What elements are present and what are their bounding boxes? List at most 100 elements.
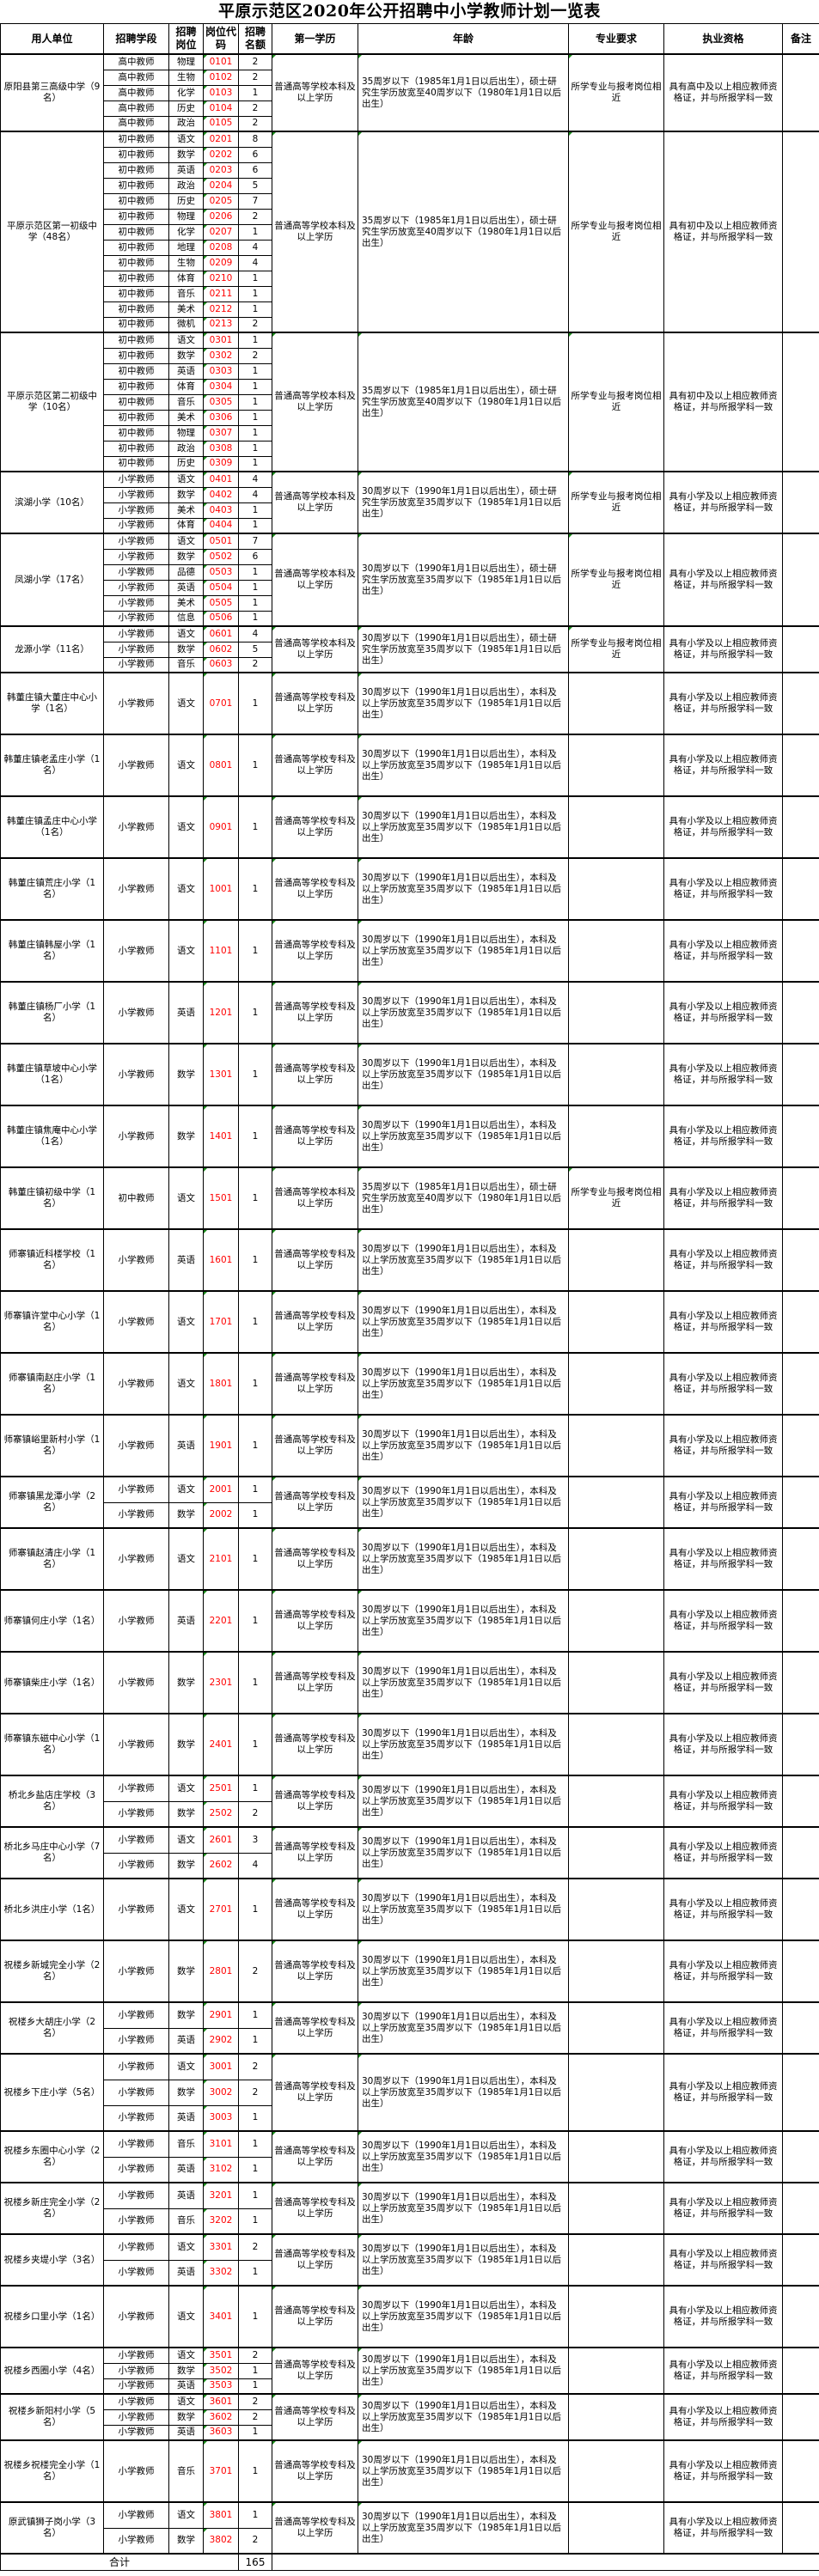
age-cell: 30周岁以下（1990年1月1日以后出生），本科及以上学历放宽至35周岁以下（1…	[358, 1414, 569, 1477]
code-cell: 3302	[203, 2259, 239, 2287]
subject-cell: 音乐	[168, 2208, 204, 2235]
code-cell: 0203	[203, 161, 239, 179]
remarks-cell	[782, 1228, 819, 1292]
stage-cell: 高中教师	[103, 115, 169, 132]
quota-cell: 4	[238, 625, 272, 642]
stage-cell: 初中教师	[103, 131, 169, 148]
quota-cell: 1	[238, 594, 272, 612]
remarks-cell	[782, 332, 819, 472]
unit-cell: 韩董庄镇老孟庄小学（1名）	[0, 734, 104, 797]
major-cell	[568, 2182, 664, 2235]
code-cell: 3102	[203, 2156, 239, 2183]
table-row: 祝楼乡新阳村小学（5名） 小学教师 语文 3601 2 普通高等学校专科及以上学历 30周岁…	[0, 2393, 819, 2441]
qualification-cell: 具有小学及以上相应教师资格证，并与所报学科一致	[663, 2501, 783, 2555]
stage-cell: 初中教师	[103, 208, 169, 225]
table-row: 祝楼乡口里小学（1名） 小学教师 语文 3401 1 普通高等学校专科及以上学历 30周岁以…	[0, 2285, 819, 2348]
stage-cell: 小学教师	[103, 2285, 169, 2348]
code-cell: 0308	[203, 440, 239, 457]
code-cell: 1601	[203, 1228, 239, 1292]
subject-cell: 英语	[168, 981, 204, 1044]
education-cell: 普通高等学校专科及以上学历	[272, 2393, 358, 2441]
subject-cell: 数学	[168, 1651, 204, 1714]
code-cell: 2101	[203, 1527, 239, 1591]
stage-cell: 高中教师	[103, 69, 169, 86]
quota-cell: 3	[238, 1826, 272, 1854]
quota-cell: 1	[238, 270, 272, 287]
table-row: 祝楼乡西圈小学（4名） 小学教师 语文 3501 2 普通高等学校专科及以上学历 30周岁以…	[0, 2347, 819, 2395]
stage-cell: 小学教师	[103, 610, 169, 627]
major-cell	[568, 1476, 664, 1529]
remarks-cell	[782, 1826, 819, 1879]
education-cell: 普通高等学校专科及以上学历	[272, 1228, 358, 1292]
quota-cell: 1	[238, 1166, 272, 1230]
age-cell: 30周岁以下（1990年1月1日以后出生），本科及以上学历放宽至35周岁以下（1…	[358, 1105, 569, 1168]
recruitment-table: 用人单位 招聘学段 招聘岗位 岗位代码 招聘名额 第一学历 年龄 专业要求 执业…	[0, 23, 819, 2571]
qualification-cell: 具有小学及以上相应教师资格证，并与所报学科一致	[663, 1589, 783, 1653]
quota-cell: 1	[238, 393, 272, 411]
stage-cell: 小学教师	[103, 1775, 169, 1802]
remarks-cell	[782, 1043, 819, 1106]
code-cell: 0801	[203, 734, 239, 797]
remarks-cell	[782, 2501, 819, 2555]
qualification-cell: 具有小学及以上相应教师资格证，并与所报学科一致	[663, 672, 783, 735]
stage-cell: 小学教师	[103, 641, 169, 658]
subject-cell: 语文	[168, 2347, 204, 2364]
code-cell: 2501	[203, 1775, 239, 1802]
stage-cell: 小学教师	[103, 486, 169, 503]
education-cell: 普通高等学校专科及以上学历	[272, 1878, 358, 1941]
subject-cell: 数学	[168, 2362, 204, 2379]
unit-cell: 师寨镇东磁中心小学（1名）	[0, 1713, 104, 1776]
subject-cell: 音乐	[168, 2439, 204, 2503]
remarks-cell	[782, 1414, 819, 1477]
subject-cell: 语文	[168, 625, 204, 642]
subject-cell: 语文	[168, 2501, 204, 2529]
stage-cell: 小学教师	[103, 2259, 169, 2287]
table-row: 韩董庄镇孟庄中心小学（1名） 小学教师 语文 0901 1 普通高等学校专科及以上学历 30…	[0, 795, 819, 859]
table-row: 滨湖小学（10名） 小学教师 语文 0401 4 普通高等学校本科及以上学历 30周岁以下（…	[0, 471, 819, 534]
subject-cell: 英语	[168, 1589, 204, 1653]
code-cell: 1901	[203, 1414, 239, 1477]
quota-cell: 4	[238, 254, 272, 271]
code-cell: 0309	[203, 455, 239, 472]
quota-cell: 2	[238, 1940, 272, 2003]
code-cell: 0201	[203, 131, 239, 148]
remarks-cell	[782, 2001, 819, 2055]
stage-cell: 小学教师	[103, 1878, 169, 1941]
education-cell: 普通高等学校专科及以上学历	[272, 1352, 358, 1416]
quota-cell: 1	[238, 2182, 272, 2209]
unit-cell: 桥北乡盐店庄学校（3名）	[0, 1775, 104, 1828]
qualification-cell: 具有小学及以上相应教师资格证，并与所报学科一致	[663, 2130, 783, 2183]
stage-cell: 小学教师	[103, 2393, 169, 2410]
code-cell: 2201	[203, 1589, 239, 1653]
code-cell: 0204	[203, 177, 239, 194]
stage-cell: 初中教师	[103, 440, 169, 457]
remarks-cell	[782, 471, 819, 534]
total-empty	[272, 2553, 819, 2571]
table-row: 韩董庄镇荒庄小学（1名） 小学教师 语文 1001 1 普通高等学校专科及以上学历 30周岁…	[0, 857, 819, 921]
quota-cell: 8	[238, 131, 272, 148]
remarks-cell	[782, 1775, 819, 1828]
qualification-cell: 具有小学及以上相应教师资格证，并与所报学科一致	[663, 471, 783, 534]
table-row: 初中教师 美术 0306 1	[1, 409, 819, 426]
qualification-cell: 具有小学及以上相应教师资格证，并与所报学科一致	[663, 1775, 783, 1828]
quota-cell: 2	[238, 115, 272, 132]
code-cell: 2801	[203, 1940, 239, 2003]
table-row: 初中教师 数学 0302 2	[1, 347, 819, 364]
subject-cell: 英语	[168, 161, 204, 179]
age-cell: 30周岁以下（1990年1月1日以后出生），本科及以上学历放宽至35周岁以下（1…	[358, 1940, 569, 2003]
table-row: 韩董庄镇初级中学（1名） 初中教师 语文 1501 1 普通高等学校本科及以上学历 35周岁…	[0, 1166, 819, 1230]
header-row: 用人单位 招聘学段 招聘岗位 岗位代码 招聘名额 第一学历 年龄 专业要求 执业…	[0, 23, 819, 55]
subject-cell: 英语	[168, 2182, 204, 2209]
education-cell: 普通高等学校专科及以上学历	[272, 1775, 358, 1828]
code-cell: 3202	[203, 2208, 239, 2235]
qualification-cell: 具有小学及以上相应教师资格证，并与所报学科一致	[663, 795, 783, 859]
stage-cell: 小学教师	[103, 2424, 169, 2441]
major-cell	[568, 919, 664, 983]
subject-cell: 数学	[168, 486, 204, 503]
subject-cell: 语文	[168, 2393, 204, 2410]
table-row: 原武镇狮子岗小学（3名） 小学教师 语文 3801 1 普通高等学校专科及以上学历 30周岁…	[0, 2501, 819, 2555]
subject-cell: 语文	[168, 795, 204, 859]
table-row: 小学教师 英语 0504 1	[1, 579, 819, 596]
quota-cell: 2	[238, 2233, 272, 2261]
unit-cell: 祝楼乡新庄完全小学（2名）	[0, 2182, 104, 2235]
